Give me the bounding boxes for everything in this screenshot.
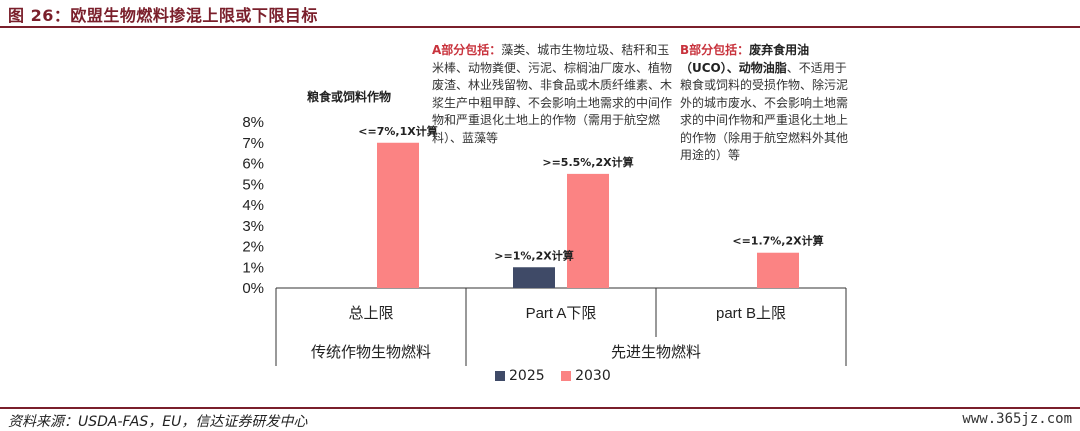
annotation-part-b-highlight: 废弃食用油（UCO）、动物油脂: [680, 43, 810, 75]
annotation-part-b-lead: B部分包括：: [680, 43, 750, 57]
title-rule: [0, 26, 1080, 28]
legend-swatch-2030: [561, 371, 572, 381]
bar-2025: [513, 267, 555, 288]
y-tick-label: 3%: [242, 218, 264, 235]
watermark: www.365jz.com: [962, 411, 1072, 427]
annotation-part-a: A部分包括：藻类、城市生物垃圾、秸秆和玉米棒、动物粪便、污泥、棕榈油厂废水、植物…: [432, 42, 674, 147]
legend-item-2025: 2025: [495, 368, 545, 384]
y-tick-label: 0%: [242, 280, 264, 297]
legend-item-2030: 2030: [561, 368, 611, 384]
y-tick-label: 5%: [242, 176, 264, 193]
y-tick-label: 4%: [242, 197, 264, 214]
category-label: part B上限: [716, 305, 786, 322]
legend-label-2030: 2030: [575, 368, 611, 384]
annotation-part-b: B部分包括：废弃食用油（UCO）、动物油脂、不适用于粮食或饲料的受损作物、除污泥…: [680, 42, 858, 165]
annotation-part-b-body: 、不适用于粮食或饲料的受损作物、除污泥外的城市废水、不会影响土地需求的中间作物和…: [680, 60, 849, 163]
y-tick-label: 7%: [242, 135, 264, 152]
bar-2030: [377, 142, 419, 288]
annotation-part-a-lead: A部分包括：: [432, 43, 502, 57]
legend: 2025 2030: [495, 368, 623, 384]
y-tick-label: 2%: [242, 239, 264, 256]
annotation-grain: 粮食或饲料作物: [307, 90, 392, 104]
category-label: 总上限: [348, 305, 393, 322]
y-tick-label: 6%: [242, 156, 264, 173]
footer-rule: [0, 407, 1080, 409]
legend-label-2025: 2025: [509, 368, 545, 384]
data-label: >=1%,2X计算: [494, 248, 573, 262]
legend-swatch-2025: [495, 371, 505, 381]
group-label: 先进生物燃料: [611, 343, 701, 361]
category-label: Part A下限: [526, 305, 597, 322]
annotation-part-a-body: 藻类、城市生物垃圾、秸秆和玉米棒、动物粪便、污泥、棕榈油厂废水、植物废渣、林业残…: [432, 43, 673, 145]
y-tick-label: 8%: [242, 114, 264, 131]
source-note: 资料来源：USDA-FAS，EU，信达证券研发中心: [8, 414, 308, 430]
group-label: 传统作物生物燃料: [311, 343, 431, 361]
bar-2030: [567, 173, 609, 288]
data-label: >=5.5%,2X计算: [542, 155, 633, 169]
data-label: <=1.7%,2X计算: [732, 234, 823, 248]
figure-title: 图 26：欧盟生物燃料掺混上限或下限目标: [8, 6, 318, 25]
data-label: <=7%,1X计算: [358, 124, 437, 138]
bar-2030: [757, 252, 799, 288]
y-tick-label: 1%: [242, 259, 264, 276]
